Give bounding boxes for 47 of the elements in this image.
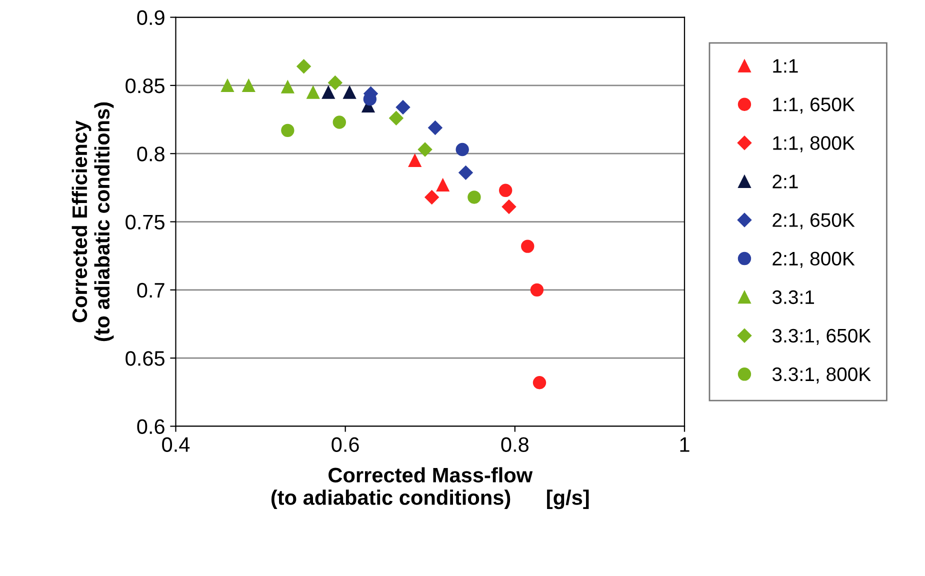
legend-label: 2:1	[772, 174, 798, 188]
x-axis-title: Corrected Mass-flow (to adiabatic conditions) [g/s]	[271, 467, 589, 510]
point	[458, 165, 473, 180]
x-tick-label: 1	[680, 437, 690, 452]
legend-label: 1:1	[773, 59, 798, 73]
point	[322, 86, 335, 99]
point	[408, 154, 422, 168]
point	[220, 78, 234, 92]
point	[521, 240, 534, 253]
legend-label: 3.3:1, 650K	[772, 328, 871, 345]
legend-label: 1:1, 650K	[773, 98, 855, 114]
point	[424, 190, 440, 204]
x-tick-label: 0.8	[501, 437, 528, 452]
y-tick-label: 0.9	[137, 10, 164, 26]
point	[306, 86, 320, 99]
point	[502, 200, 516, 214]
point	[418, 142, 432, 157]
y-tick-label: 0.85	[126, 78, 164, 94]
point	[532, 376, 546, 390]
point	[436, 178, 450, 192]
legend-label: 2:1, 650K	[772, 213, 855, 230]
legend-label: 3.3:1	[772, 290, 814, 304]
point	[281, 124, 294, 138]
legend-label: 1:1, 800K	[773, 136, 855, 152]
point	[428, 120, 442, 135]
legend-label: 3.3:1, 800K	[772, 367, 871, 384]
y-tick-label: 0.6	[137, 419, 164, 434]
point	[296, 59, 312, 74]
point	[530, 283, 544, 297]
point	[328, 75, 342, 90]
y-tick-label: 0.75	[126, 214, 164, 230]
legend-label: 2:1, 800K	[772, 252, 855, 268]
x-tick-label: 0.6	[332, 437, 359, 452]
point	[332, 116, 346, 129]
point	[498, 184, 512, 198]
y-tick-label: 0.8	[137, 146, 164, 162]
y-tick-label: 0.65	[126, 351, 164, 366]
point	[342, 86, 356, 99]
point	[388, 110, 404, 126]
y-tick-label: 0.7	[137, 282, 164, 298]
y-axis-title: Corrected Efficiency (to adiabatic conditions)	[72, 102, 114, 342]
x-tick-label: 0.4	[162, 437, 190, 452]
point	[456, 142, 469, 156]
point	[242, 78, 256, 92]
point	[281, 80, 294, 94]
point	[468, 190, 481, 204]
point	[396, 100, 410, 114]
